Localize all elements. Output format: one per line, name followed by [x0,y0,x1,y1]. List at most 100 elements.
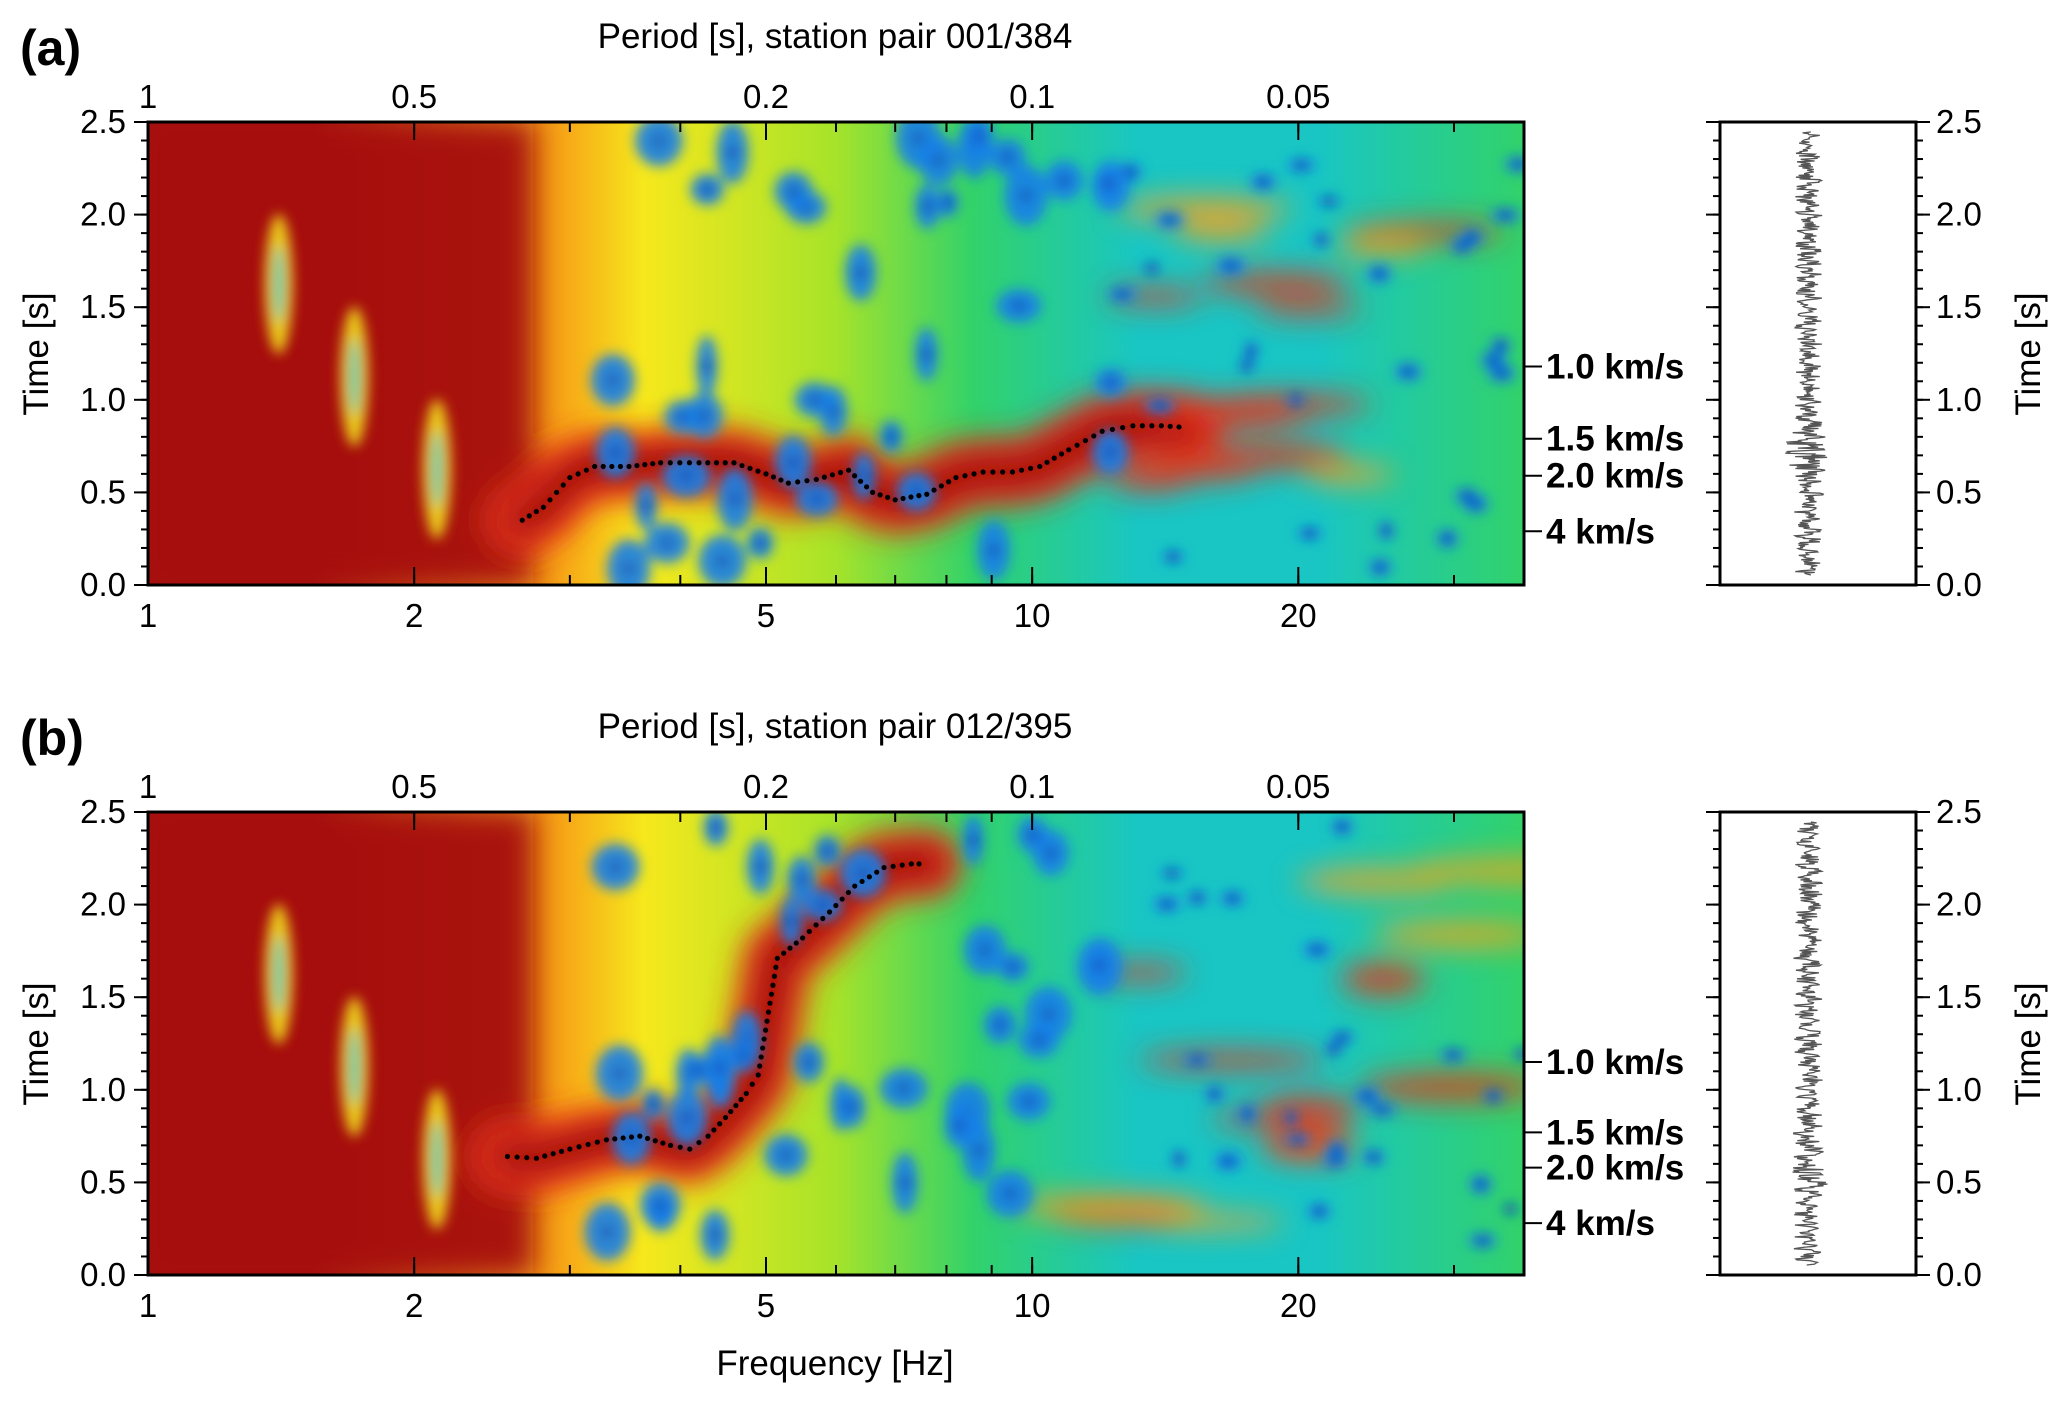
dispersion-pick [773,964,779,970]
top-tick-label: 0.05 [1266,768,1330,805]
dispersion-pick [1074,442,1080,448]
xlabel-b: Frequency [Hz] [716,1344,953,1383]
waveform-panel-b [1792,821,1828,1266]
waveform-y-tick-label: 2.0 [1936,196,1982,233]
velocity-label: 1.5 km/s [1546,1113,1684,1152]
x-tick-label: 20 [1280,1287,1317,1324]
dispersion-pick [713,460,720,466]
dispersion-pick [821,474,827,480]
waveform-frame-b [1718,810,1918,1277]
dispersion-pick [738,1096,744,1103]
dispersion-pick [567,474,573,481]
x-tick-label: 5 [757,597,775,634]
dispersion-pick [547,497,553,503]
dispersion-pick [770,474,777,480]
dispersion-pick [813,922,819,928]
dispersion-pick [768,991,775,997]
dispersion-pick [519,517,525,523]
dispersion-pick [722,1114,729,1121]
dispersion-pick [600,463,606,470]
dispersion-pick [728,1108,734,1115]
dispersion-pick [550,1151,556,1157]
dispersion-pick [667,1142,674,1148]
dispersion-pick [908,494,914,500]
waveform-ticks-b: 0.0 0.5 1.0 1.5 2.0 2.5 [1706,793,1982,1293]
panel-a: (a) Period [s], station pair 001/384 1 2 5… [17,17,2048,634]
dispersion-pick [1149,423,1155,429]
dispersion-pick [845,889,852,896]
dispersion-pick [874,869,880,875]
dispersion-pick [609,463,615,470]
top-tick-label: 1 [139,768,157,805]
dispersion-pick [558,1148,565,1154]
dispersion-pick [892,497,898,503]
dispersion-pick [731,460,737,466]
dispersion-pick [514,1154,520,1160]
dispersion-pick [767,1000,773,1006]
dispersion-pick [881,864,887,871]
dispersion-pick [658,460,664,466]
dispersion-pick [583,467,589,473]
x-tick-label: 2 [405,1287,423,1324]
y-tick-label: 2.0 [80,196,126,233]
dispersion-pick [845,467,852,473]
dispersion-pick [900,495,906,502]
waveform-y-tick-label: 2.5 [1936,793,1982,830]
dispersion-pick [628,1134,635,1140]
top-tick-label: 0.5 [391,78,437,115]
x-tick-label: 1 [139,1287,157,1324]
dispersion-pick [1130,423,1136,429]
dispersion-pick [1167,423,1173,429]
dispersion-pick [837,469,844,476]
dispersion-pick [764,1018,770,1024]
top-tick-label: 0.05 [1266,78,1330,115]
waveform-y-tick-label: 1.0 [1936,381,1982,418]
dispersion-pick [711,1127,717,1133]
right-ylabel-b: Time [s] [2009,982,2048,1105]
waveform-trace [1792,821,1828,1266]
dispersion-pick [962,473,968,479]
dispersion-pick [652,1138,658,1144]
panel-label-b: (b) [20,710,84,766]
dispersion-pick [851,473,858,479]
x-tick-label: 5 [757,1287,775,1324]
dispersion-pick [526,513,532,519]
dispersion-pick [644,1135,651,1142]
dispersion-pick [1176,424,1182,430]
dispersion-pick [576,1144,582,1150]
dispersion-pick [612,1136,618,1142]
x-tick-label: 2 [405,597,423,634]
dispersion-pick [696,1139,702,1146]
top-axis-label-b: Period [s], station pair 012/395 [598,707,1073,746]
dispersion-pick [634,462,640,469]
dispersion-pick [852,883,858,889]
dispersion-pick [705,460,711,466]
top-tick-label: 0.1 [1009,78,1055,115]
dispersion-pick [533,1155,540,1161]
dispersion-pick [804,478,810,484]
dispersion-pick [1058,451,1065,457]
dispersion-picks-b [504,861,922,1161]
waveform-frame-a [1718,120,1918,587]
dispersion-pick [908,861,914,867]
waveform-ticks-a: 0.0 0.5 1.0 1.5 2.0 2.5 [1706,103,1982,603]
velocity-label: 1.5 km/s [1546,420,1684,459]
waveform-y-tick-label: 0.5 [1936,1163,1982,1200]
dispersion-pick [758,1054,764,1060]
x-tick-label: 20 [1280,597,1317,634]
waveform-trace [1785,131,1828,576]
dispersion-pick [877,492,883,498]
dispersion-pick [839,896,845,902]
dispersion-pick [1158,423,1164,429]
dispersion-pick [916,493,922,499]
top-axis-label-a: Period [s], station pair 001/384 [598,17,1073,56]
dispersion-pick [739,462,745,469]
velocity-label: 1.0 km/s [1546,347,1684,386]
dispersion-pick [637,1133,643,1139]
velocity-label: 4 km/s [1546,512,1655,551]
dispersion-pick [617,463,624,470]
dispersion-pick [859,878,865,885]
dispersion-pick [620,1135,626,1141]
dispersion-pick [1139,423,1145,429]
waveform-y-tick-label: 2.5 [1936,103,1982,140]
